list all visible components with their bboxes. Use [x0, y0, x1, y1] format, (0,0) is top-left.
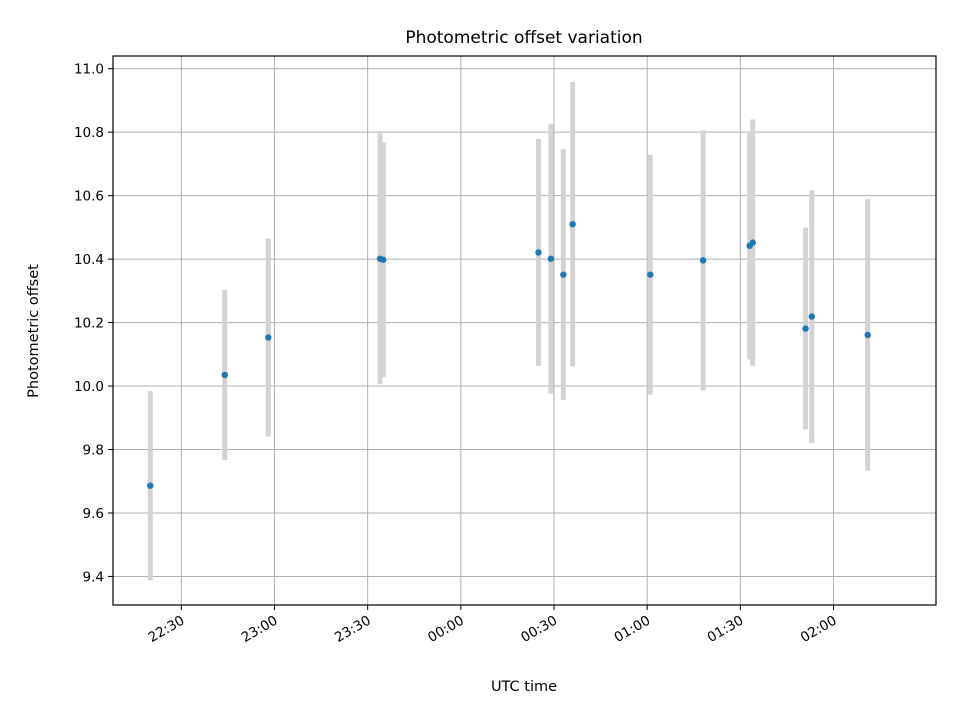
data-points	[147, 220, 871, 489]
plot-frame	[112, 55, 937, 606]
data-point	[647, 271, 654, 278]
data-point	[379, 256, 387, 263]
x-tick-label: 01:30	[705, 613, 747, 646]
y-tick-label: 10.2	[74, 316, 104, 332]
data-point	[864, 331, 871, 339]
data-point	[802, 325, 809, 332]
chart-title: Photometric offset variation	[405, 28, 642, 48]
data-point	[569, 220, 576, 228]
error-bars	[147, 82, 871, 581]
y-tick-label: 9.4	[83, 569, 104, 585]
data-point	[221, 371, 229, 379]
data-point	[535, 249, 542, 256]
x-tick-label: 23:30	[332, 613, 374, 646]
x-axis-label: UTC time	[491, 679, 557, 695]
y-tick-label: 10.0	[74, 379, 104, 395]
y-axis-ticks: 9.4 9.6 9.8 10.0 10.2 10.4 10.6 10.8 11.0	[74, 62, 113, 585]
y-tick-label: 10.4	[74, 252, 104, 268]
x-tick-label: 22:30	[146, 613, 188, 646]
x-tick-label: 00:00	[425, 613, 467, 646]
data-point	[547, 255, 555, 262]
y-tick-label: 9.8	[83, 443, 104, 459]
y-tick-label: 9.6	[83, 506, 104, 522]
data-point	[808, 313, 815, 320]
grid-lines	[113, 56, 936, 605]
x-tick-label: 01:00	[611, 613, 653, 646]
x-tick-label: 23:00	[239, 613, 281, 646]
x-tick-label: 00:30	[518, 613, 560, 646]
y-axis-label: Photometric offset	[26, 264, 42, 398]
y-tick-label: 10.6	[74, 189, 104, 205]
data-point	[749, 239, 756, 246]
data-point	[560, 271, 567, 278]
x-tick-label: 02:00	[798, 613, 840, 646]
y-tick-label: 11.0	[74, 62, 104, 78]
data-point	[147, 482, 154, 489]
data-point	[265, 334, 272, 341]
data-point	[699, 257, 707, 264]
y-tick-label: 10.8	[74, 125, 104, 141]
x-axis-ticks: 22:30 23:00 23:30 00:00 00:30 01:00 01:30 02:00	[146, 605, 840, 646]
